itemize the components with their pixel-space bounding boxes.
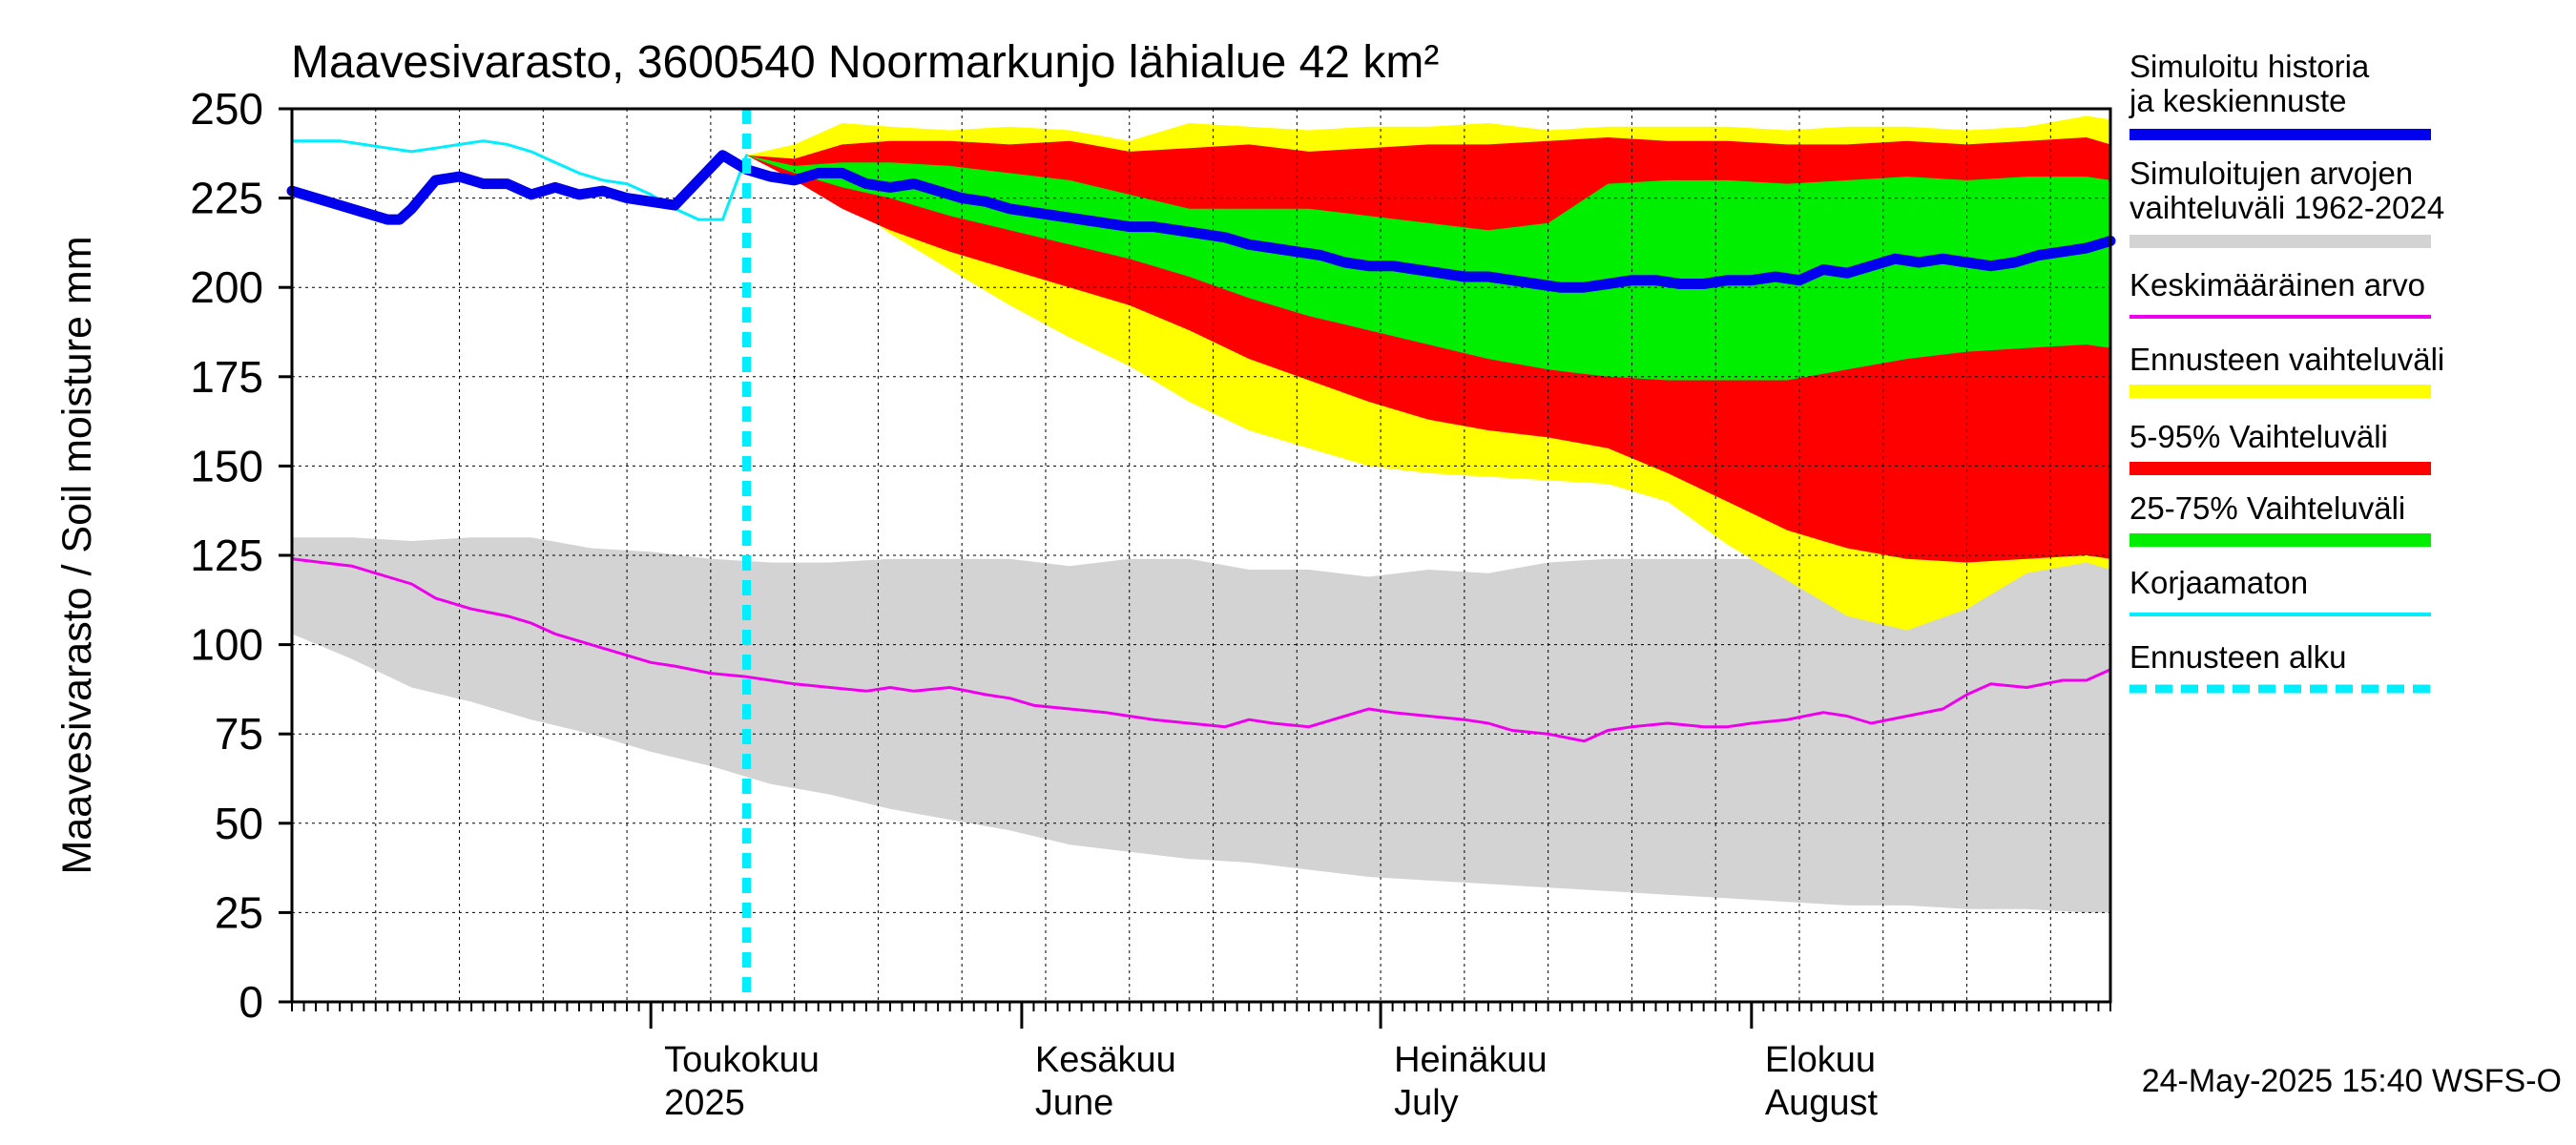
- legend-label: Keskimääräinen arvo: [2129, 267, 2425, 302]
- y-tick-label: 100: [190, 620, 263, 670]
- y-tick-label: 125: [190, 531, 263, 580]
- y-tick-label: 150: [190, 441, 263, 490]
- legend-label: Ennusteen alku: [2129, 639, 2347, 675]
- timestamp: 24-May-2025 15:40 WSFS-O: [2142, 1063, 2562, 1099]
- series-line-korjaamaton: [290, 139, 748, 221]
- legend-label: 5-95% Vaihteluväli: [2129, 419, 2388, 454]
- legend-label: vaihteluväli 1962-2024: [2129, 190, 2444, 225]
- legend-label: ja keskiennuste: [2129, 83, 2346, 118]
- y-tick-label: 175: [190, 352, 263, 402]
- y-tick-label: 250: [190, 84, 263, 134]
- series-line-simuloitu-historia-ja-keskiennuste: [286, 150, 2116, 293]
- x-month-label: Elokuu: [1765, 1040, 1876, 1080]
- y-tick-label: 75: [215, 709, 263, 759]
- legend-label: Simuloitu historia: [2129, 49, 2370, 84]
- legend-label: 25-75% Vaihteluväli: [2129, 490, 2405, 526]
- x-month-label: Kesäkuu: [1035, 1040, 1176, 1080]
- x-month-label: Heinäkuu: [1394, 1040, 1548, 1080]
- grid: [292, 108, 2110, 1002]
- chart-title: Maavesivarasto, 3600540 Noormarkunjo läh…: [291, 37, 1439, 88]
- legend-label: Ennusteen vaihteluväli: [2129, 342, 2444, 377]
- plot-lines: [286, 109, 2116, 1002]
- y-tick-label: 0: [239, 977, 263, 1027]
- x-month-sublabel: July: [1394, 1083, 1459, 1123]
- y-tick-label: 200: [190, 262, 263, 312]
- x-month-sublabel: August: [1765, 1083, 1879, 1123]
- y-tick-label: 25: [215, 887, 263, 937]
- axes: 0 25 50 75 100 125 150 175 200 225 250 Toukokuu2025…: [190, 84, 2112, 1123]
- y-tick-label: 225: [190, 174, 263, 223]
- x-month-sublabel: June: [1035, 1083, 1113, 1123]
- legend-label: Simuloitujen arvojen: [2129, 156, 2413, 191]
- series-line-keskim-r-inen-arvo: [290, 557, 2112, 743]
- y-axis-label: Maavesivarasto / Soil moisture mm: [54, 236, 100, 874]
- legend-label: Korjaamaton: [2129, 565, 2308, 600]
- x-month-label: Toukokuu: [664, 1040, 820, 1080]
- x-month-sublabel: 2025: [664, 1083, 745, 1123]
- y-tick-label: 50: [215, 799, 263, 848]
